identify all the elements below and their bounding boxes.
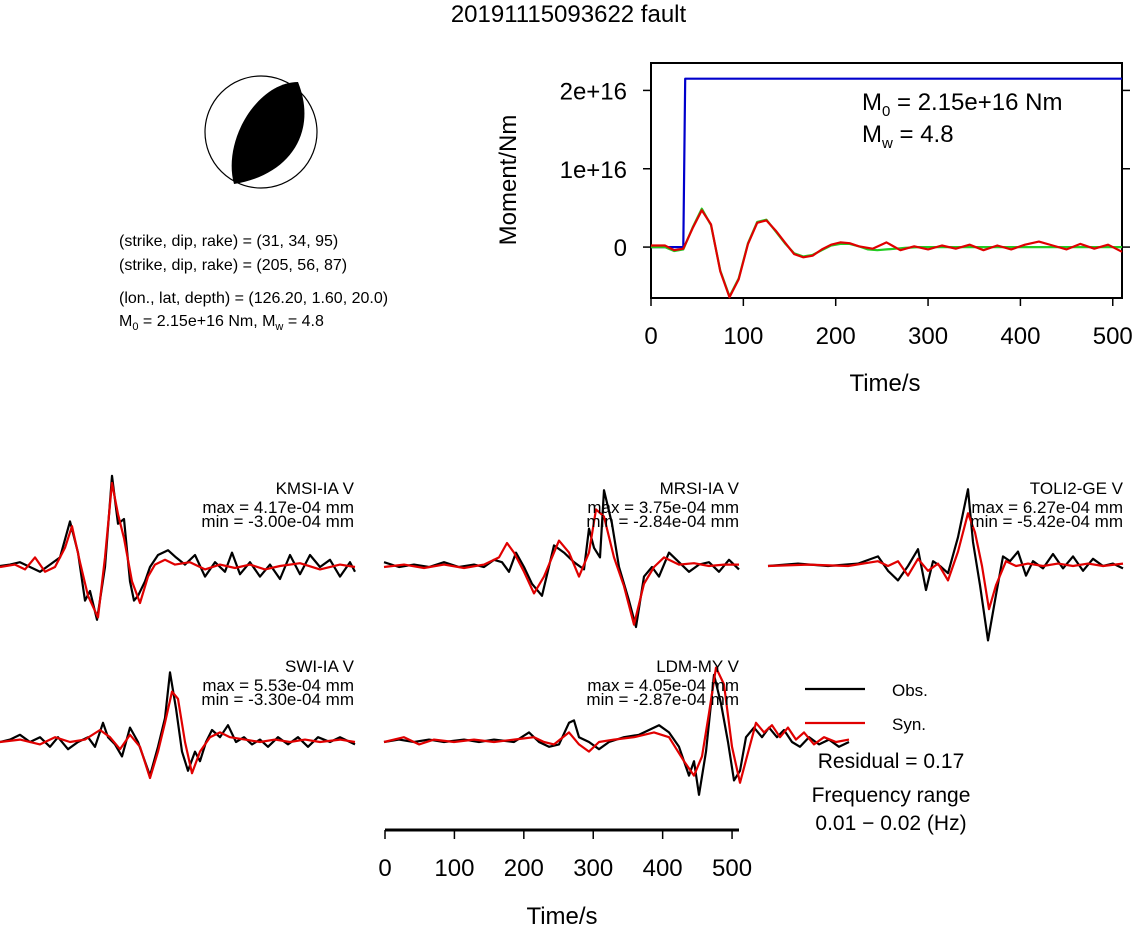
moment-x-tick-label: 300 [908,323,948,350]
moment-value: = 2.15e+16 Nm, M [138,313,276,330]
moment-plot: 0 100 200 300 400 500 0 1e+16 2e+16 Time/s Momen… [495,62,1133,397]
source-location: (lon., lat, depth) = (126.20, 1.60, 20.0… [119,290,389,307]
station-label: TOLI2-GE V [1030,479,1124,498]
moment-x-axis-label: Time/s [849,370,920,397]
beachball [204,75,318,189]
amplitude-max-label: max = 5.53e-04 mm [202,676,354,695]
synthetic-waveform [0,481,356,619]
legend-obs-label: Obs. [892,681,928,700]
moment-symbol: M [119,313,133,330]
moment-x-tick-label: 0 [644,323,657,350]
synthetic-waveform [0,690,356,780]
waveform-x-axis-label: Time/s [526,903,597,927]
moment-subscript: 0 [132,321,139,334]
waveform-time-axis: Time/s 0 100 200 300 400 500 [378,828,752,927]
m0-symbol: M [862,89,882,116]
amplitude-max-label: max = 4.17e-04 mm [202,498,354,517]
amplitude-min-label: min = -3.00e-04 mm [201,512,354,531]
station-label: MRSI-IA V [660,479,740,498]
moment-x-tick-label: 400 [1000,323,1040,350]
moment-fit-line [651,207,1122,298]
moment-waveform-line [651,209,1123,299]
waveform-x-tick-label: 300 [573,855,613,882]
station-label: LDM-MY V [656,657,739,676]
moment-x-tick-label: 200 [816,323,856,350]
mw-value: = 4.8 [283,313,324,330]
moment-plot-frame [650,62,1123,299]
m0-subscript: 0 [882,103,890,120]
synthetic-waveform [383,666,850,784]
moment-annotation-m0: M0 = 2.15e+16 Nm [862,89,1062,120]
chart-title: 20191115093622 fault [450,1,687,28]
waveform-x-tick-label: 400 [643,855,683,882]
station-label: SWI-IA V [285,657,355,676]
observed-waveform [0,474,356,621]
beachball-compressional-quadrant [231,82,305,184]
legend-syn-label: Syn. [892,715,926,734]
moment-annotation-mw: Mw = 4.8 [862,121,954,152]
waveform-x-tick-label: 500 [712,855,752,882]
waveform-x-tick-label: 100 [434,855,474,882]
waveform-x-tick-label: 0 [378,855,391,882]
moment-y-tick-label: 1e+16 [560,157,627,184]
residual-label: Residual = 0.17 [818,750,965,773]
amplitude-min-label: min = -3.30e-04 mm [201,690,354,709]
amplitude-max-label: max = 3.75e-04 mm [587,498,739,517]
moment-y-tick-label: 0 [614,235,627,262]
nodal-plane-1: (strike, dip, rake) = (31, 34, 95) [119,233,339,250]
frequency-range-value: 0.01 − 0.02 (Hz) [815,812,966,835]
synthetic-waveform [383,508,739,626]
amplitude-min-label: min = -5.42e-04 mm [970,512,1123,531]
mw-subscript-plot: w [881,135,893,152]
amplitude-min-label: min = -2.87e-04 mm [586,690,739,709]
source-moment: M0 = 2.15e+16 Nm, Mw = 4.8 [119,312,324,337]
nodal-plane-2: (strike, dip, rake) = (205, 56, 87) [119,257,348,274]
waveform-x-tick-label: 200 [504,855,544,882]
amplitude-max-label: max = 4.05e-04 mm [587,676,739,695]
amplitude-max-label: max = 6.27e-04 mm [971,498,1123,517]
frequency-range-label: Frequency range [812,784,971,807]
observed-waveform [767,488,1124,642]
station-label: KMSI-IA V [276,479,355,498]
moment-x-tick-label: 500 [1093,323,1133,350]
observed-waveform [0,671,356,777]
mw-subscript: w [275,321,284,334]
amplitude-min-label: min = -2.84e-04 mm [586,512,739,531]
legend: Obs. Syn. [805,681,928,734]
moment-x-tick-label: 100 [723,323,763,350]
synthetic-waveform [767,512,1124,611]
mw-value-plot: = 4.8 [893,121,954,148]
moment-y-tick-label: 2e+16 [560,78,627,105]
moment-y-axis-label: Moment/Nm [495,115,522,246]
m0-value: = 2.15e+16 Nm [890,89,1062,116]
mw-symbol: M [862,121,882,148]
